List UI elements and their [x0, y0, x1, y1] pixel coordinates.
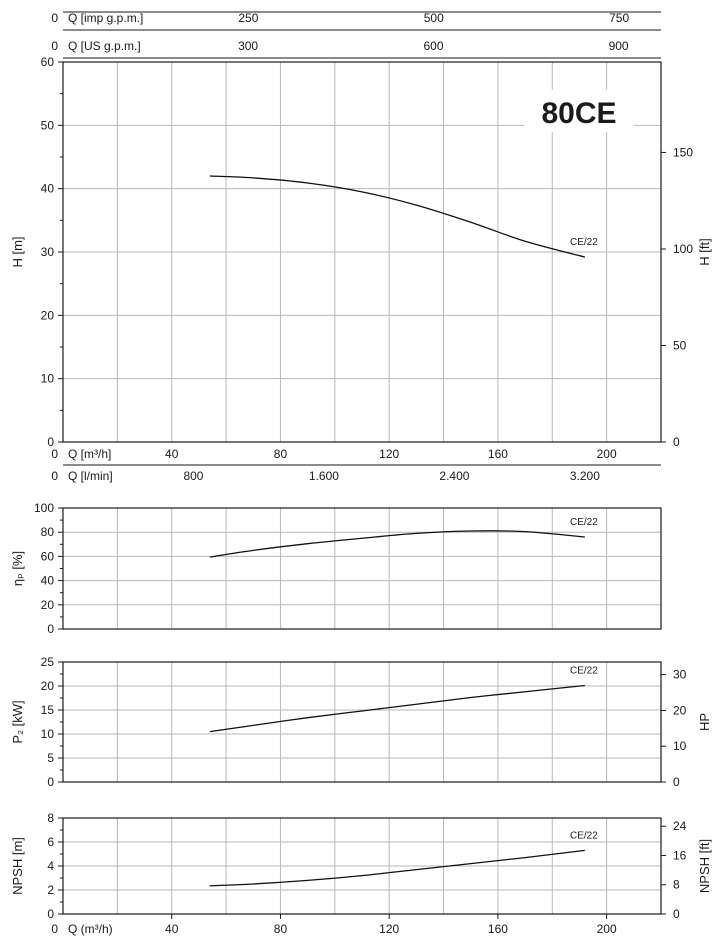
npsh-x-axis-zero: 0: [51, 922, 58, 936]
npsh-x-tick-label: 200: [597, 922, 617, 936]
power-y-tick-label: 25: [41, 655, 55, 669]
head-y-right-tick-label: 150: [673, 145, 693, 159]
npsh-y-tick-label: 8: [47, 811, 54, 825]
head-y-right-tick-label: 50: [673, 338, 687, 352]
npsh-y-right-tick-label: 8: [673, 878, 680, 892]
head-series-label: CE/22: [570, 237, 598, 248]
head-y-tick-label: 60: [41, 55, 55, 69]
bottom-axis-0-tick-label: 160: [488, 447, 508, 461]
bottom-axis-0-label: Q [m³/h]: [68, 447, 111, 461]
bottom-axis-0-tick-label: 200: [597, 447, 617, 461]
npsh-x-tick-label: 40: [165, 922, 179, 936]
power-y-tick-label: 15: [41, 703, 55, 717]
npsh-y-tick-label: 4: [47, 859, 54, 873]
npsh-y-tick-label: 2: [47, 883, 54, 897]
npsh-y-right-label: NPSH [ft]: [697, 839, 712, 893]
power-y-right-label: HP: [697, 713, 712, 731]
head-y-tick-label: 20: [41, 308, 55, 322]
power-y-right-tick-label: 10: [673, 739, 687, 753]
bottom-axis-0-tick-label: 40: [165, 447, 179, 461]
top-axis-0-label: Q [imp g.p.m.]: [68, 11, 143, 25]
top-axis-0-tick-label: 250: [238, 11, 258, 25]
efficiency-series-label: CE/22: [570, 517, 598, 528]
efficiency-y-tick-label: 100: [34, 501, 54, 515]
top-axis-1-tick-label: 300: [238, 39, 258, 53]
efficiency-y-tick-label: 40: [41, 574, 55, 588]
npsh-series-line: [209, 849, 585, 887]
head-y-tick-label: 50: [41, 118, 55, 132]
bottom-axis-0-tick-label: 120: [379, 447, 399, 461]
bottom-axis-1-tick-label: 1.600: [309, 469, 339, 483]
efficiency-y-label: ηₚ [%]: [10, 551, 25, 586]
top-axis-0-tick-label: 750: [609, 11, 629, 25]
bottom-axis-1-tick-label: 2.400: [439, 469, 469, 483]
power-y-tick-label: 5: [47, 751, 54, 765]
bottom-axis-0-zero: 0: [51, 447, 58, 461]
head-y-right-label: H [ft]: [697, 238, 712, 265]
bottom-axis-1-label: Q [l/min]: [68, 469, 113, 483]
npsh-y-right-tick-label: 24: [673, 819, 687, 833]
npsh-y-right-tick-label: 16: [673, 848, 687, 862]
head-y-right-tick-label: 100: [673, 242, 693, 256]
power-y-right-tick-label: 20: [673, 703, 687, 717]
efficiency-y-tick-label: 80: [41, 525, 55, 539]
efficiency-y-tick-label: 60: [41, 549, 55, 563]
bottom-axis-1-tick-label: 3.200: [570, 469, 600, 483]
npsh-y-tick-label: 6: [47, 835, 54, 849]
power-y-label: P₂ [kW]: [10, 700, 25, 743]
power-chart: 0 5 10 15 20 25 P₂ [kW] 0 10 20 30 HP CE/22: [10, 655, 712, 789]
efficiency-y-tick-label: 20: [41, 598, 55, 612]
head-chart: 0 10 20 30 40 50 60 H [m] 0 50 100 150 H [ft] CE/22: [10, 55, 712, 449]
model-label-box: [524, 90, 634, 132]
power-y-tick-label: 10: [41, 727, 55, 741]
top-axis-1-tick-label: 900: [609, 39, 629, 53]
npsh-y-tick-label: 0: [47, 907, 54, 921]
power-y-right-tick-label: 0: [673, 775, 680, 789]
top-axis-1-tick-label: 600: [423, 39, 443, 53]
bottom-axis-1-tick-label: 800: [183, 469, 203, 483]
power-y-tick-label: 20: [41, 679, 55, 693]
head-y-right-tick-label: 0: [673, 435, 680, 449]
npsh-y-label: NPSH [m]: [10, 837, 25, 895]
power-series-label: CE/22: [570, 666, 598, 677]
top-axis-0-zero: 0: [51, 11, 58, 25]
bottom-axis-0-tick-label: 80: [274, 447, 288, 461]
power-y-right-tick-label: 30: [673, 668, 687, 682]
power-y-tick-label: 0: [47, 775, 54, 789]
top-axis-1-label: Q [US g.p.m.]: [68, 39, 141, 53]
head-y-tick-label: 30: [41, 245, 55, 259]
top-axis-0-tick-label: 500: [424, 11, 444, 25]
head-y-tick-label: 40: [41, 182, 55, 196]
npsh-x-tick-label: 120: [379, 922, 399, 936]
efficiency-y-tick-label: 0: [47, 622, 54, 636]
power-frame: [62, 661, 662, 783]
efficiency-series-line: [209, 530, 585, 558]
head-y-label: H [m]: [10, 236, 25, 267]
npsh-series-label: CE/22: [570, 830, 598, 841]
top-axis-1-zero: 0: [51, 39, 58, 53]
head-series-line: [209, 175, 586, 258]
npsh-x-axis-label: Q (m³/h): [68, 922, 113, 936]
power-series-line: [209, 684, 585, 733]
head-y-tick-label: 10: [41, 372, 55, 386]
npsh-x-tick-label: 160: [488, 922, 508, 936]
efficiency-chart: 0 20 40 60 80 100 ηₚ [%] CE/22: [10, 501, 662, 636]
head-y-tick-label: 0: [47, 435, 54, 449]
npsh-x-tick-label: 80: [274, 922, 288, 936]
bottom-axis-1-zero: 0: [51, 469, 58, 483]
model-label: 80CE: [541, 97, 616, 130]
npsh-y-right-tick-label: 0: [673, 907, 680, 921]
